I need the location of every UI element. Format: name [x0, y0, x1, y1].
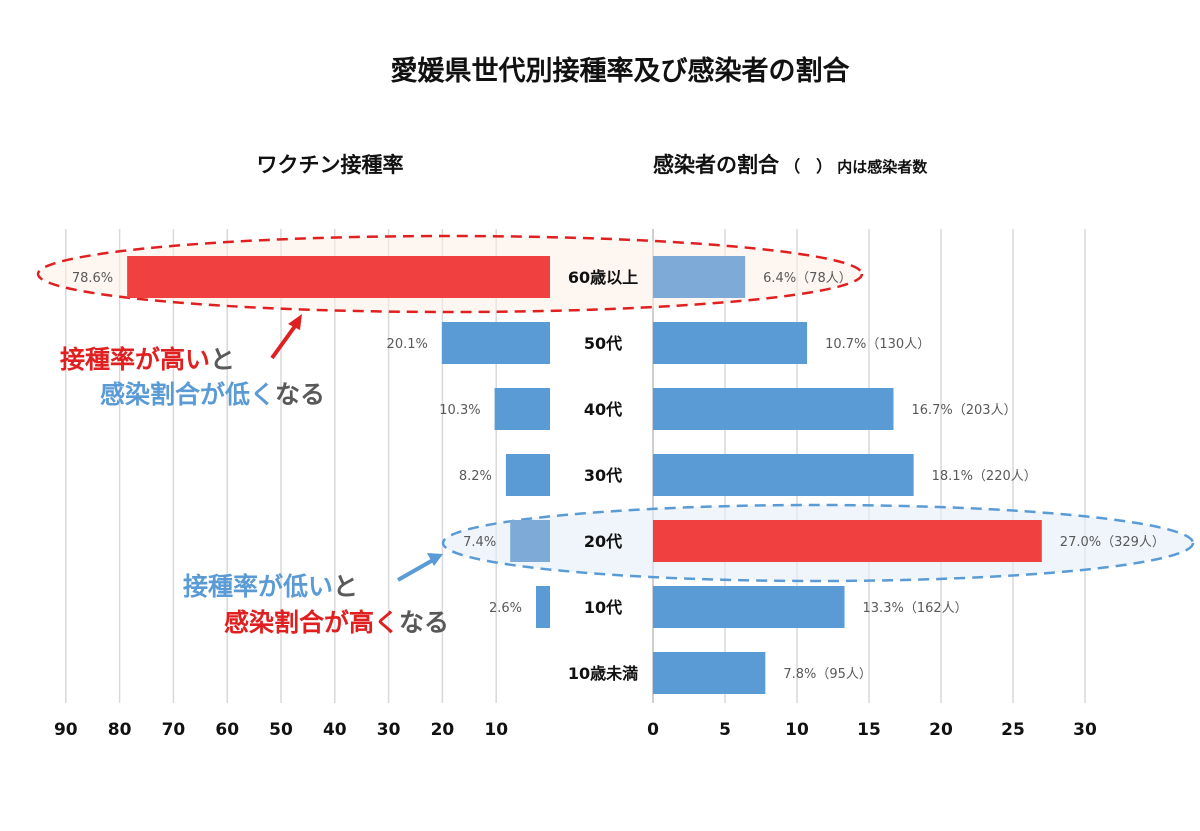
left-tick-label: 20 — [431, 720, 455, 740]
left-bars: 78.6% 20.1% 10.3% 8.2% 7.4% 2.6% — [72, 256, 550, 628]
right-bar-data-label: 7.8%（95人） — [783, 667, 872, 682]
lower-arrow-icon — [397, 558, 434, 582]
lower-annotation-line1: 接種率が低いと — [183, 572, 358, 601]
left-bar-data-label: 7.4% — [463, 535, 496, 550]
right-bar — [653, 586, 845, 628]
right-panel-title-note: 内は感染者数 — [837, 158, 928, 176]
category-labels: 60歳以上 50代 40代 30代 20代 10代 10歳未満 — [568, 268, 638, 683]
right-tick-labels: 0 5 10 15 20 25 30 — [647, 720, 1097, 740]
right-tick-label: 20 — [929, 720, 953, 740]
right-bar-data-label: 10.7%（130人） — [825, 337, 930, 352]
right-tick-label: 0 — [647, 720, 659, 740]
left-tick-label: 80 — [108, 720, 132, 740]
right-bar — [653, 388, 894, 430]
left-tick-label: 70 — [162, 720, 186, 740]
left-bar — [127, 256, 550, 298]
upper-annotation-line2-emph: 感染割合が低く — [100, 380, 275, 409]
left-bar-data-label: 10.3% — [439, 403, 480, 418]
right-panel-title-main: 感染者の割合 — [653, 153, 780, 177]
lower-arrow-head-icon — [427, 553, 443, 566]
upper-annotation-line1-rest: と — [210, 345, 235, 374]
right-tick-label: 15 — [857, 720, 881, 740]
right-bars: 6.4%（78人） 10.7%（130人） 16.7%（203人） 18.1%（220… — [653, 256, 1165, 694]
right-bar — [653, 322, 808, 364]
right-tick-label: 5 — [719, 720, 731, 740]
right-bar-data-label: 16.7%（203人） — [911, 403, 1016, 418]
right-panel-title: 感染者の割合 （ ） 内は感染者数 — [653, 153, 928, 177]
right-tick-label: 30 — [1073, 720, 1097, 740]
right-bar-data-label: 6.4%（78人） — [763, 271, 852, 286]
right-tick-label: 25 — [1001, 720, 1025, 740]
left-tick-label: 50 — [269, 720, 293, 740]
left-tick-label: 10 — [484, 720, 508, 740]
left-bar — [494, 388, 550, 430]
right-bar — [653, 454, 914, 496]
right-bar — [653, 256, 746, 298]
right-bar-data-label: 13.3%（162人） — [863, 601, 968, 616]
category-label: 10歳未満 — [568, 664, 638, 683]
category-label: 40代 — [584, 400, 622, 419]
upper-arrow-icon — [270, 320, 300, 360]
category-label: 10代 — [584, 598, 622, 617]
left-bar — [510, 520, 550, 562]
upper-annotation-line1: 接種率が高いと — [60, 345, 235, 374]
left-tick-label: 60 — [215, 720, 239, 740]
category-label: 30代 — [584, 466, 622, 485]
right-panel-title-paren: （ ） — [784, 157, 832, 176]
upper-annotation-line2-rest: なる — [275, 380, 325, 409]
upper-arrow-head-icon — [288, 314, 302, 330]
lower-annotation-line2-rest: なる — [399, 608, 449, 637]
left-tick-labels: 90 80 70 60 50 40 30 20 10 — [54, 720, 508, 740]
upper-annotation-line2: 感染割合が低くなる — [100, 380, 325, 409]
left-tick-label: 40 — [323, 720, 347, 740]
left-bar-data-label: 78.6% — [72, 271, 113, 286]
lower-annotation-line1-emph: 接種率が低い — [183, 572, 333, 601]
right-bar — [653, 652, 766, 694]
left-tick-label: 30 — [377, 720, 401, 740]
chart-title: 愛媛県世代別接種率及び感染者の割合 — [391, 55, 850, 87]
right-tick-label: 10 — [785, 720, 809, 740]
lower-annotation-line2-emph: 感染割合が高く — [224, 608, 399, 637]
right-bar-data-label: 27.0%（329人） — [1060, 535, 1165, 550]
lower-annotation-line1-rest: と — [333, 572, 358, 601]
left-bar-data-label: 20.1% — [387, 337, 428, 352]
right-bar — [653, 520, 1042, 562]
category-label: 20代 — [584, 532, 622, 551]
left-bar — [536, 586, 550, 628]
category-label: 50代 — [584, 334, 622, 353]
left-bar — [505, 454, 550, 496]
left-bar-data-label: 2.6% — [489, 601, 522, 616]
left-bar — [441, 322, 550, 364]
left-tick-label: 90 — [54, 720, 78, 740]
left-panel-title: ワクチン接種率 — [257, 153, 404, 177]
upper-annotation-line1-emph: 接種率が高い — [60, 345, 210, 374]
left-bar-data-label: 8.2% — [459, 469, 492, 484]
category-label: 60歳以上 — [568, 268, 638, 287]
lower-annotation-line2: 感染割合が高くなる — [224, 608, 449, 637]
right-bar-data-label: 18.1%（220人） — [932, 469, 1037, 484]
